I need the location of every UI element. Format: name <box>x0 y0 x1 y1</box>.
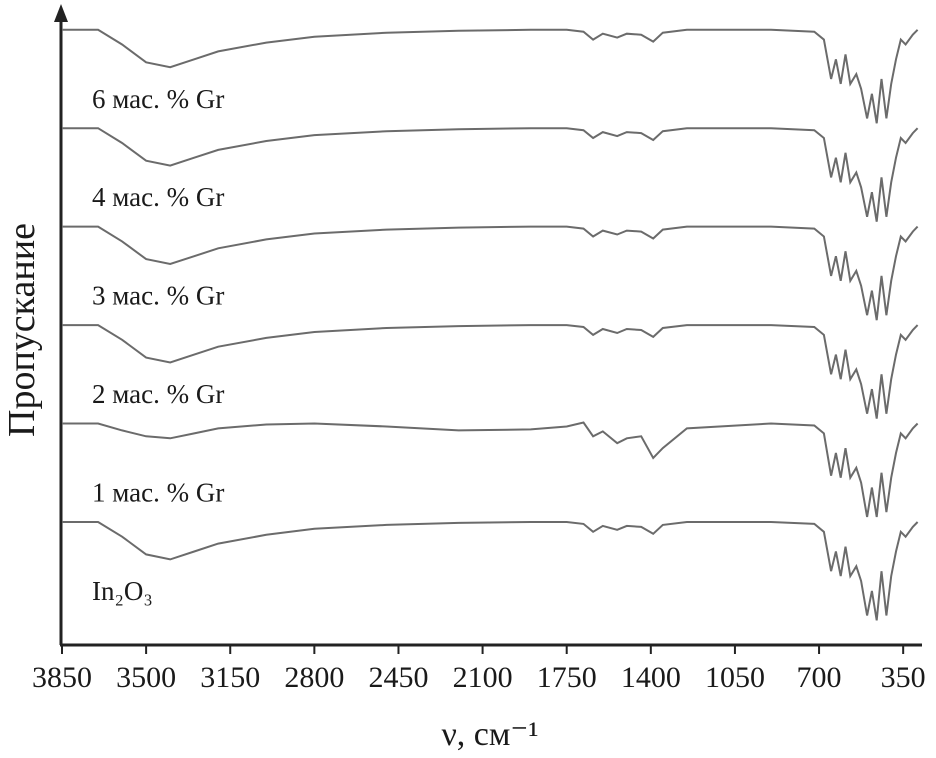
spectrum-line <box>62 324 919 419</box>
x-axis-title: ν, см⁻¹ <box>441 716 538 753</box>
x-tick-label: 2450 <box>368 661 428 694</box>
series-label: 4 мас. % Gr <box>92 182 224 212</box>
spectrum-line <box>62 521 919 621</box>
x-tick-label: 3500 <box>116 661 176 694</box>
y-axis-title: Пропускание <box>1 223 43 437</box>
x-tick-label: 2800 <box>284 661 344 694</box>
series-label: In₂O₃ <box>92 576 153 606</box>
series-label: 1 мас. % Gr <box>92 478 224 508</box>
series-label: 3 мас. % Gr <box>92 281 224 311</box>
spectrum-line <box>62 225 919 321</box>
x-tick-label: 350 <box>881 661 926 694</box>
y-axis-arrow <box>54 4 68 22</box>
series-label: 2 мас. % Gr <box>92 379 224 409</box>
x-tick-label: 3150 <box>200 661 260 694</box>
x-tick-label: 1400 <box>621 661 681 694</box>
series-label: 6 мас. % Gr <box>92 84 224 114</box>
x-tick-label: 2100 <box>453 661 513 694</box>
spectrum-line <box>62 127 919 222</box>
x-tick-label: 700 <box>797 661 842 694</box>
x-tick-label: 3850 <box>32 661 92 694</box>
x-tick-label: 1050 <box>705 661 765 694</box>
spectrum-line <box>62 421 919 518</box>
spectrum-line <box>62 28 919 124</box>
x-tick-label: 1750 <box>537 661 597 694</box>
